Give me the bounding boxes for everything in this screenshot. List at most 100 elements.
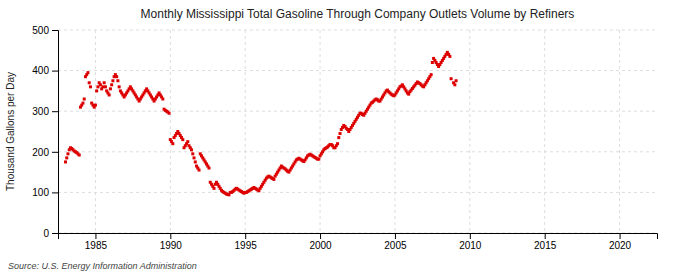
point	[116, 79, 119, 82]
tick: 1995	[235, 233, 258, 251]
point	[168, 112, 171, 115]
point	[430, 73, 433, 76]
point	[103, 81, 106, 84]
point	[110, 83, 113, 86]
point	[198, 169, 201, 172]
plot-area: 1985 1990 1995 2000 2005 2010 2015 2020 0 100 200 3…	[32, 25, 657, 251]
point	[450, 77, 453, 80]
y-axis-label: Thousand Gallons per Day	[5, 72, 16, 191]
point	[109, 87, 112, 90]
point	[194, 160, 197, 163]
tick-label: 2020	[609, 240, 632, 251]
tick-label: 200	[32, 147, 49, 158]
point	[111, 79, 114, 82]
grid-line	[58, 30, 657, 31]
grid-line	[394, 30, 395, 233]
point	[65, 156, 68, 159]
tick-mark	[170, 233, 171, 239]
tick: 100	[32, 187, 58, 198]
tick: 200	[32, 147, 58, 158]
grid-line	[58, 70, 657, 71]
point	[455, 79, 458, 82]
point	[64, 160, 67, 163]
tick-label: 0	[43, 228, 49, 239]
tick: 400	[32, 65, 58, 76]
point	[272, 178, 275, 181]
tick-mark	[95, 233, 96, 239]
tick: 2005	[384, 233, 407, 251]
tick-label: 2000	[309, 240, 332, 251]
tick-label: 300	[32, 106, 49, 117]
tick-label: 2010	[459, 240, 482, 251]
points	[64, 51, 458, 197]
point	[115, 75, 118, 78]
tick: 2015	[534, 233, 557, 251]
chart: 1985 1990 1995 2000 2005 2010 2015 2020 0 100 200 3…	[0, 0, 675, 275]
tick-mark	[245, 233, 246, 239]
point	[88, 81, 91, 84]
point	[89, 85, 92, 88]
tick-mark	[52, 152, 58, 153]
tick: 1985	[85, 233, 108, 251]
tick: 0	[43, 228, 58, 239]
point	[66, 152, 69, 155]
grid-line	[58, 151, 657, 152]
grid-line	[544, 30, 545, 233]
tick-mark	[320, 233, 321, 239]
tick-mark	[52, 71, 58, 72]
point	[86, 71, 89, 74]
grid-line	[245, 30, 246, 233]
point	[81, 102, 84, 105]
tick: 2020	[609, 233, 632, 251]
grid-line	[170, 30, 171, 233]
grid-line	[469, 30, 470, 233]
grid-line	[320, 30, 321, 233]
tick-mark	[395, 233, 396, 239]
grid-line	[619, 30, 620, 233]
tick-label: 1990	[160, 240, 183, 251]
grid-line	[58, 111, 657, 112]
tick: 2000	[309, 233, 332, 251]
y-axis: 0 100 200 300 400 500	[32, 25, 58, 239]
x-axis-line	[59, 234, 658, 240]
tick-label: 2015	[534, 240, 557, 251]
tick-label: 400	[32, 65, 49, 76]
point	[161, 98, 164, 101]
tick: 300	[32, 106, 58, 117]
point	[336, 142, 339, 145]
tick-mark	[52, 233, 58, 234]
point	[212, 187, 215, 190]
point	[191, 152, 194, 155]
x-axis: 1985 1990 1995 2000 2005 2010 2015 2020	[59, 233, 658, 251]
title: Monthly Mississippi Total Gasoline Throu…	[141, 7, 575, 21]
point	[448, 55, 451, 58]
grid	[58, 30, 657, 233]
tick: 1990	[160, 233, 183, 251]
grid-line	[95, 30, 96, 233]
tick-mark	[620, 233, 621, 239]
tick-label: 1985	[85, 240, 108, 251]
point	[118, 85, 121, 88]
point	[207, 167, 210, 170]
tick: 2010	[459, 233, 482, 251]
point	[78, 154, 81, 157]
tick-mark	[52, 111, 58, 112]
tick-mark	[52, 192, 58, 193]
point	[317, 158, 320, 161]
point	[193, 156, 196, 159]
point	[337, 136, 340, 139]
tick-label: 500	[32, 25, 49, 36]
tick-mark	[52, 30, 58, 31]
point	[186, 140, 189, 143]
point	[104, 85, 107, 88]
tick-label: 100	[32, 187, 49, 198]
tick-label: 2005	[384, 240, 407, 251]
point	[339, 132, 342, 135]
point	[171, 142, 174, 145]
point	[181, 138, 184, 141]
point	[94, 104, 97, 107]
grid-line	[58, 192, 657, 193]
point	[190, 148, 193, 151]
tick-label: 1995	[235, 240, 258, 251]
point	[453, 83, 456, 86]
